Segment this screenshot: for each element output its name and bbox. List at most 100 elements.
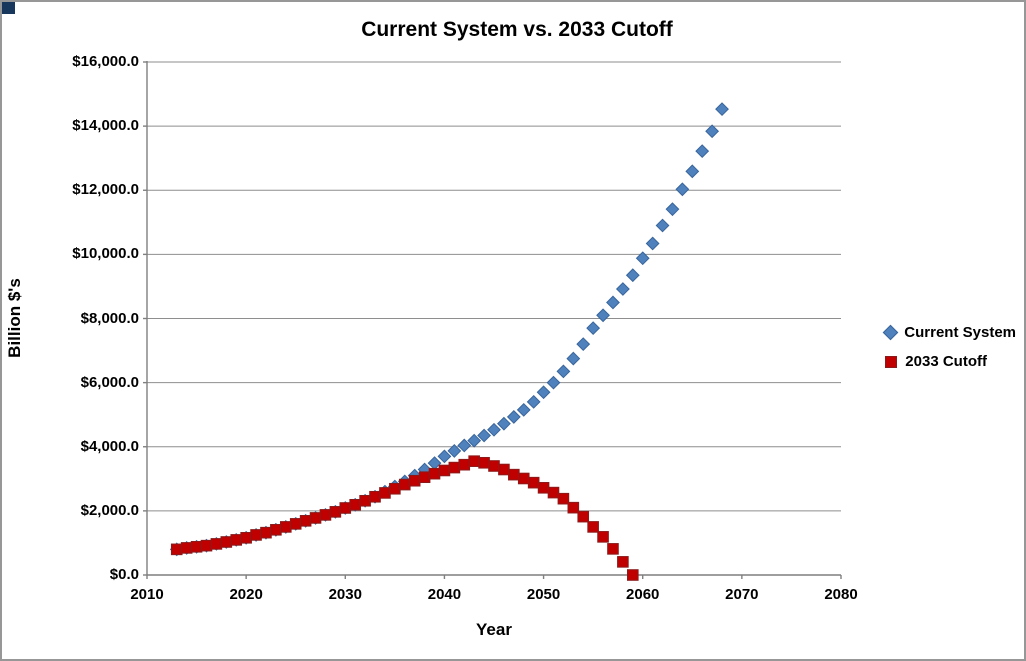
legend-label-current-system: Current System	[904, 324, 1016, 341]
data-point-2033-cutoff	[617, 556, 629, 568]
data-point-2033-cutoff	[547, 486, 560, 499]
data-point-2033-cutoff	[170, 543, 183, 556]
data-point-current-system	[645, 236, 660, 251]
y-tick-label: $12,000.0	[72, 181, 139, 199]
data-point-current-system	[586, 321, 601, 336]
data-point-2033-cutoff	[250, 529, 262, 541]
data-point-2033-cutoff	[339, 502, 352, 514]
data-point-2033-cutoff	[627, 569, 639, 581]
data-point-2033-cutoff	[240, 532, 252, 544]
data-point-current-system	[615, 282, 630, 296]
data-point-2033-cutoff	[369, 490, 381, 503]
data-point-2033-cutoff	[190, 540, 203, 553]
data-point-2033-cutoff	[280, 521, 292, 533]
legend-label-2033-cutoff: 2033 Cutoff	[905, 353, 987, 370]
data-point-current-system	[596, 308, 610, 323]
data-point-current-system	[566, 351, 581, 366]
data-point-current-system	[705, 124, 720, 139]
data-point-2033-cutoff	[418, 471, 431, 484]
data-point-current-system	[606, 295, 620, 310]
data-point-2033-cutoff	[527, 476, 540, 489]
x-tick-label: 2020	[229, 586, 263, 603]
data-point-2033-cutoff	[260, 526, 272, 539]
data-point-current-system	[635, 251, 650, 266]
data-point-2033-cutoff	[428, 467, 441, 480]
data-point-2033-cutoff	[478, 456, 490, 469]
data-point-current-system	[497, 416, 511, 431]
data-point-2033-cutoff	[537, 481, 550, 494]
data-point-current-system	[685, 164, 700, 179]
data-point-current-system	[506, 410, 521, 424]
data-point-current-system	[447, 444, 462, 458]
data-point-2033-cutoff	[230, 534, 243, 546]
data-point-2033-cutoff	[309, 512, 322, 524]
data-point-2033-cutoff	[379, 487, 391, 499]
data-point-current-system	[477, 428, 491, 443]
legend-item-current-system[interactable]: Current System	[883, 324, 1016, 341]
data-point-current-system	[576, 337, 591, 352]
diamond-marker-icon	[883, 324, 899, 341]
x-tick-label: 2030	[328, 586, 362, 603]
corner-artifact	[2, 2, 15, 14]
data-point-current-system	[467, 433, 482, 448]
y-tick-label: $10,000.0	[72, 245, 139, 263]
y-tick-label: $0.0	[109, 566, 139, 583]
data-point-2033-cutoff	[180, 542, 193, 554]
data-point-current-system	[655, 218, 670, 233]
data-point-2033-cutoff	[319, 509, 332, 521]
data-point-2033-cutoff	[270, 523, 282, 536]
data-point-current-system	[437, 449, 452, 464]
x-tick-label: 2080	[824, 586, 858, 603]
chart-title: Current System vs. 2033 Cutoff	[361, 18, 673, 41]
data-point-2033-cutoff	[398, 478, 411, 491]
data-point-2033-cutoff	[299, 515, 312, 527]
y-tick-label: $8,000.0	[80, 309, 139, 327]
data-point-2033-cutoff	[359, 494, 371, 507]
data-point-2033-cutoff	[210, 538, 223, 550]
data-point-2033-cutoff	[597, 531, 609, 543]
data-point-2033-cutoff	[577, 510, 590, 523]
data-point-2033-cutoff	[468, 455, 480, 467]
data-point-2033-cutoff	[607, 543, 619, 555]
data-point-2033-cutoff	[498, 463, 510, 476]
data-point-2033-cutoff	[349, 498, 361, 511]
x-tick-label: 2010	[130, 586, 164, 603]
data-point-current-system	[546, 375, 561, 390]
data-point-current-system	[715, 102, 729, 117]
data-point-current-system	[665, 202, 680, 217]
data-point-2033-cutoff	[587, 521, 599, 533]
data-point-2033-cutoff	[200, 539, 213, 552]
square-marker-icon	[885, 355, 898, 368]
legend: Current System 2033 Cutoff	[883, 324, 1016, 370]
legend-item-2033-cutoff[interactable]: 2033 Cutoff	[885, 353, 1016, 370]
data-point-2033-cutoff	[438, 464, 451, 477]
data-point-current-system	[487, 422, 501, 437]
data-point-2033-cutoff	[488, 460, 500, 472]
y-tick-label: $2,000.0	[80, 501, 139, 519]
x-tick-label: 2050	[526, 586, 561, 603]
data-point-2033-cutoff	[557, 492, 570, 505]
x-axis-title: Year	[476, 620, 512, 639]
x-tick-label: 2060	[626, 586, 660, 603]
data-point-2033-cutoff	[567, 501, 580, 514]
y-tick-label: $4,000.0	[80, 437, 139, 455]
data-point-2033-cutoff	[389, 482, 401, 495]
data-point-2033-cutoff	[220, 536, 233, 548]
y-tick-label: $6,000.0	[80, 373, 139, 391]
data-point-2033-cutoff	[408, 474, 421, 487]
data-point-current-system	[556, 364, 571, 379]
data-point-2033-cutoff	[289, 518, 302, 530]
y-tick-label: $14,000.0	[72, 117, 139, 135]
data-point-2033-cutoff	[508, 468, 520, 481]
y-tick-label: $16,000.0	[72, 53, 139, 70]
data-point-2033-cutoff	[458, 458, 471, 471]
data-point-current-system	[526, 394, 541, 409]
data-point-current-system	[625, 268, 640, 283]
data-point-2033-cutoff	[329, 506, 342, 518]
data-point-current-system	[536, 385, 551, 400]
x-tick-label: 2070	[725, 586, 759, 603]
data-point-2033-cutoff	[448, 461, 461, 474]
data-point-current-system	[516, 402, 531, 417]
